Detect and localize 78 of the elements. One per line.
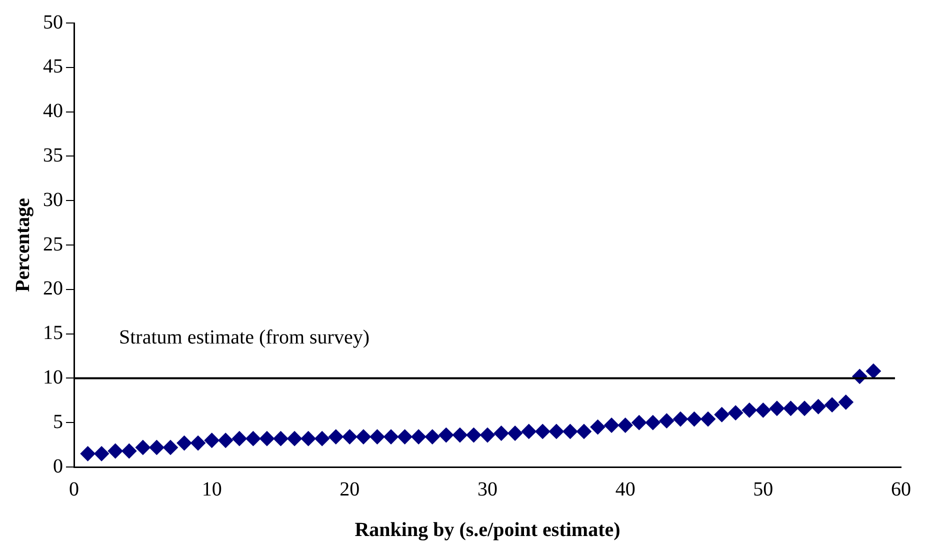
point <box>576 424 592 439</box>
point <box>632 415 647 430</box>
point <box>314 431 330 446</box>
point <box>287 431 302 446</box>
point <box>176 436 192 451</box>
point <box>259 431 274 446</box>
point <box>108 444 123 459</box>
x-axis-title: Ranking by (s.e/point estimate) <box>354 519 620 542</box>
point <box>300 431 316 446</box>
point <box>218 432 234 448</box>
point <box>122 444 137 459</box>
point <box>370 429 385 444</box>
point <box>466 428 482 443</box>
point <box>135 440 150 455</box>
point <box>604 418 620 433</box>
y-tick-label: 50 <box>43 11 63 34</box>
point <box>824 397 840 412</box>
point <box>80 446 96 462</box>
x-tick-label: 10 <box>202 478 222 500</box>
point <box>356 429 371 444</box>
point <box>94 446 110 462</box>
point <box>384 429 399 444</box>
point <box>452 428 468 443</box>
point <box>562 424 578 439</box>
point <box>494 426 509 441</box>
x-tick-label: 60 <box>891 478 911 500</box>
point <box>590 420 606 435</box>
point <box>480 428 495 443</box>
y-tick-label: 35 <box>43 144 63 166</box>
point <box>411 429 426 444</box>
point <box>204 432 220 448</box>
point <box>672 412 688 427</box>
point <box>686 412 702 427</box>
x-tick-label: 50 <box>753 478 774 500</box>
y-tick-label: 0 <box>53 455 63 478</box>
point <box>273 431 288 446</box>
point <box>728 405 744 420</box>
point <box>714 407 730 422</box>
x-tick-label: 0 <box>69 478 79 500</box>
point <box>742 402 757 418</box>
point <box>756 402 771 418</box>
point <box>548 424 564 439</box>
y-tick-label: 15 <box>43 322 63 344</box>
point <box>232 431 247 446</box>
point <box>618 418 633 433</box>
x-tick-label: 30 <box>478 478 498 500</box>
point <box>424 429 440 444</box>
point <box>328 429 344 444</box>
point <box>535 424 550 439</box>
point <box>866 364 881 379</box>
x-tick-label: 20 <box>340 478 360 500</box>
point <box>190 436 206 451</box>
point <box>162 440 178 455</box>
point <box>700 412 716 427</box>
point <box>438 428 454 443</box>
point <box>838 394 854 410</box>
y-tick-label: 30 <box>43 188 63 211</box>
point <box>342 429 358 444</box>
y-tick-label: 10 <box>43 366 63 388</box>
point <box>783 400 798 416</box>
x-tick-label: 40 <box>615 478 636 500</box>
y-tick-label: 25 <box>43 233 63 256</box>
y-tick-label: 5 <box>53 410 63 433</box>
point <box>521 424 536 439</box>
point <box>797 400 812 416</box>
point <box>508 426 523 441</box>
point <box>659 413 674 428</box>
point <box>149 440 164 455</box>
point <box>246 431 261 446</box>
point <box>810 399 826 414</box>
ref-line-label: Stratum estimate (from survey) <box>119 326 370 348</box>
y-tick-label: 40 <box>43 100 63 122</box>
point <box>397 429 412 444</box>
point <box>645 415 660 430</box>
y-tick-label: 45 <box>43 56 63 78</box>
y-axis-title: Percentage <box>12 198 34 292</box>
y-tick-label: 20 <box>43 278 63 300</box>
point <box>769 400 784 416</box>
